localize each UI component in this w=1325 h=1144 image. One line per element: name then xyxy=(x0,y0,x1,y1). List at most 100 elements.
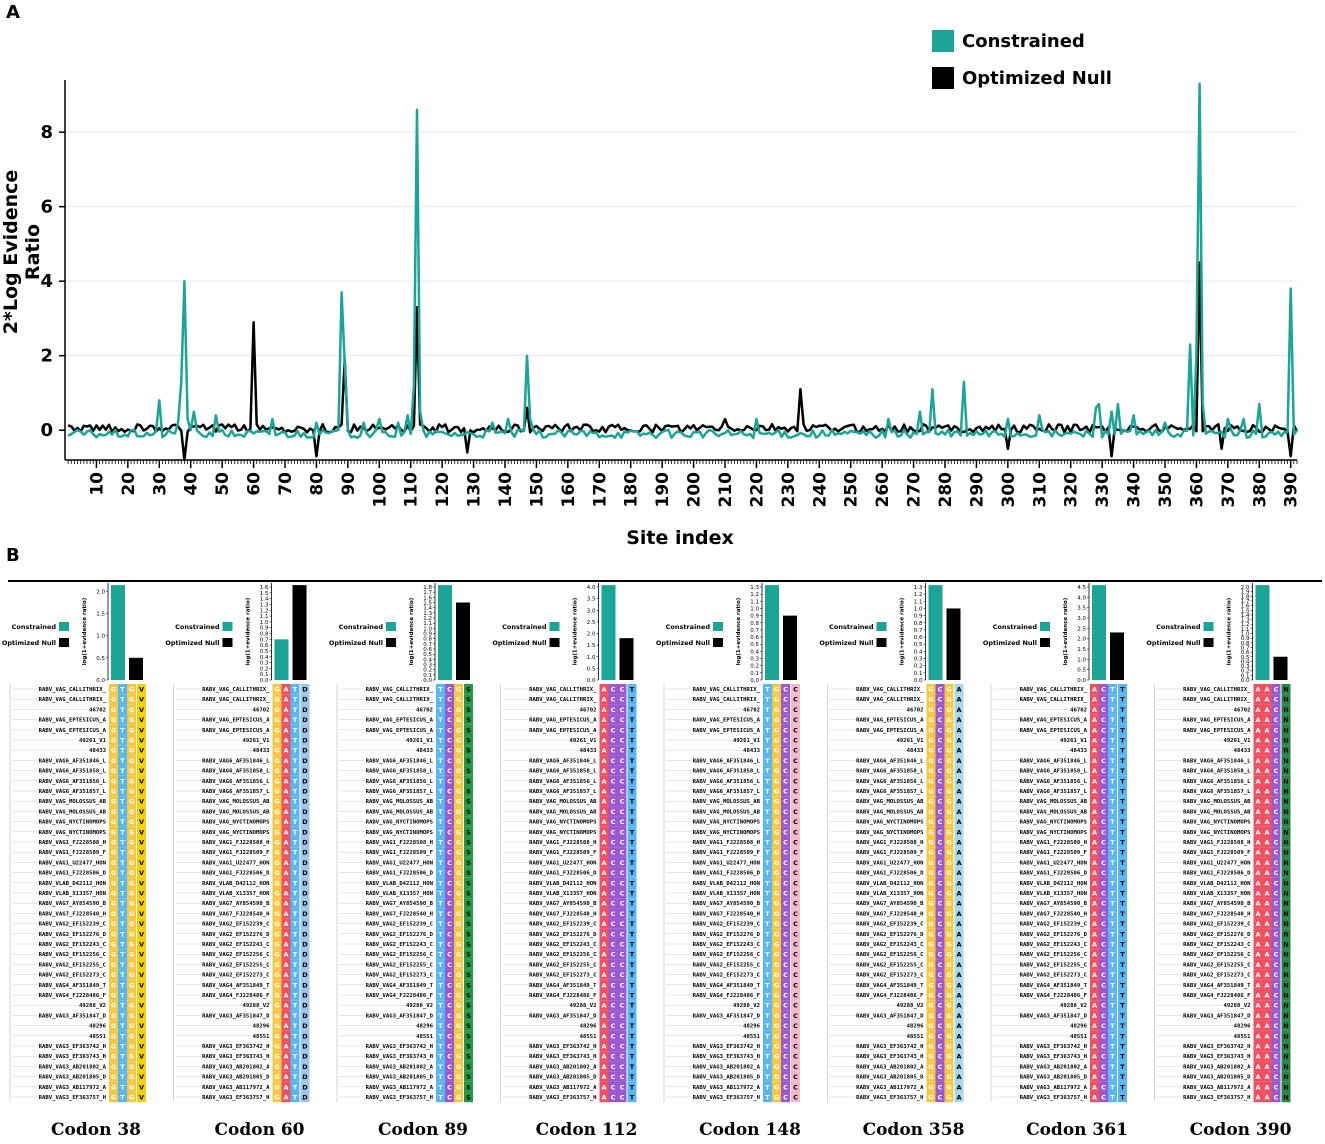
sequence-name: RABV_VAG6_AF351856_L xyxy=(1020,779,1088,785)
nucleotide-letter: T xyxy=(438,961,443,969)
nucleotide-cell xyxy=(1271,694,1281,705)
sequence-name: 48433 xyxy=(416,748,433,754)
nucleotide-letter: A xyxy=(601,1012,606,1020)
amino-acid-cell xyxy=(791,765,800,776)
amino-acid-cell xyxy=(137,918,146,929)
nucleotide-cell xyxy=(608,735,618,746)
nucleotide-letter: C xyxy=(447,726,452,734)
mini-legend-null-swatch xyxy=(59,638,69,647)
nucleotide-letter: C xyxy=(611,686,616,694)
nucleotide-letter: A xyxy=(283,1032,288,1040)
nucleotide-cell xyxy=(1262,1092,1272,1103)
nucleotide-cell xyxy=(772,775,781,786)
amino-acid-letter: A xyxy=(956,686,961,694)
mini-tick-label: 0.2 xyxy=(260,666,269,672)
sequence-name: RABV_VAG_CALLITHRIX_ xyxy=(366,687,434,693)
nucleotide-letter: A xyxy=(1255,757,1260,765)
nucleotide-cell xyxy=(617,939,627,950)
x-tick-label: 280 xyxy=(936,472,956,508)
amino-acid-cell xyxy=(464,735,473,746)
nucleotide-letter: C xyxy=(783,910,788,918)
nucleotide-cell xyxy=(1090,857,1099,868)
nucleotide-letter: G xyxy=(111,1053,116,1061)
nucleotide-letter: G xyxy=(928,920,933,928)
amino-acid-cell xyxy=(627,724,637,735)
amino-acid-letter: D xyxy=(302,737,308,745)
mini-legend-constrained: Constrained xyxy=(1156,623,1201,631)
amino-acid-cell xyxy=(954,1051,964,1062)
nucleotide-cell xyxy=(781,877,790,888)
mini-legend-constrained: Constrained xyxy=(175,623,220,631)
amino-acid-letter: T xyxy=(630,930,635,938)
amino-acid-letter: C xyxy=(793,828,798,836)
nucleotide-cell xyxy=(445,918,454,929)
nucleotide-letter: C xyxy=(1274,981,1279,989)
amino-acid-cell xyxy=(627,1071,637,1082)
nucleotide-letter: G xyxy=(129,818,134,826)
amino-acid-letter: D xyxy=(302,767,308,775)
nucleotide-letter: C xyxy=(938,961,943,969)
nucleotide-cell xyxy=(772,908,781,919)
amino-acid-letter: T xyxy=(630,686,635,694)
nucleotide-letter: A xyxy=(1264,1063,1269,1071)
nucleotide-letter: T xyxy=(1110,696,1115,704)
nucleotide-letter: C xyxy=(783,981,788,989)
nucleotide-cell xyxy=(763,918,772,929)
sequence-name: RABV_VAG4_AF351849_T xyxy=(693,983,761,989)
amino-acid-letter: S xyxy=(466,859,471,867)
sequence-name: RABV_VAG3_AF351847_D xyxy=(1020,1013,1088,1019)
nucleotide-cell xyxy=(1253,765,1263,776)
amino-acid-letter: C xyxy=(793,1012,798,1020)
sequence-name: RABV_VAG_CALLITHRIX_ xyxy=(39,687,107,693)
nucleotide-letter: G xyxy=(456,1022,461,1030)
amino-acid-cell xyxy=(627,908,637,919)
nucleotide-cell xyxy=(1099,1010,1108,1021)
nucleotide-cell xyxy=(454,724,463,735)
sequence-name: RABV_VAG6_AF351858_L xyxy=(1183,769,1251,775)
sequence-name: 49261_V1 xyxy=(733,738,761,744)
nucleotide-cell xyxy=(763,786,772,797)
sequence-name: RABV_VAG4_AF351849_T xyxy=(856,983,924,989)
nucleotide-letter: G xyxy=(456,1012,461,1020)
nucleotide-letter: A xyxy=(1255,818,1260,826)
nucleotide-letter: A xyxy=(1264,696,1269,704)
nucleotide-letter: C xyxy=(938,941,943,949)
nucleotide-letter: C xyxy=(1274,798,1279,806)
nucleotide-letter: T xyxy=(293,992,298,1000)
nucleotide-cell xyxy=(290,1000,300,1011)
nucleotide-cell xyxy=(944,1081,954,1092)
nucleotide-letter: T xyxy=(765,951,770,959)
nucleotide-cell xyxy=(1262,1010,1272,1021)
mini-legend-constrained-swatch xyxy=(1040,622,1050,631)
nucleotide-cell xyxy=(290,765,300,776)
nucleotide-cell xyxy=(436,796,445,807)
nucleotide-cell xyxy=(454,1061,463,1072)
amino-acid-letter: D xyxy=(302,696,308,704)
amino-acid-letter: D xyxy=(302,798,308,806)
nucleotide-letter: A xyxy=(1092,961,1097,969)
amino-acid-cell xyxy=(1118,684,1127,695)
nucleotide-cell xyxy=(1090,979,1099,990)
amino-acid-cell xyxy=(300,1061,310,1072)
nucleotide-letter: A xyxy=(283,696,288,704)
nucleotide-cell xyxy=(944,806,954,817)
nucleotide-letter: A xyxy=(1264,981,1269,989)
nucleotide-cell xyxy=(1108,1092,1117,1103)
sequence-name: RABV_VAG_EPTESICUS_A xyxy=(1183,728,1251,734)
nucleotide-cell xyxy=(1253,979,1263,990)
amino-acid-cell xyxy=(627,704,637,715)
nucleotide-cell xyxy=(935,877,945,888)
codon-label: Codon 38 xyxy=(50,1120,142,1140)
nucleotide-cell xyxy=(608,1010,618,1021)
nucleotide-cell xyxy=(109,990,118,1001)
nucleotide-letter: C xyxy=(611,1002,616,1010)
amino-acid-letter: S xyxy=(466,737,471,745)
sequence-name: 48433 xyxy=(907,748,924,754)
nucleotide-letter: T xyxy=(1110,971,1115,979)
amino-acid-letter: T xyxy=(1120,757,1125,765)
nucleotide-cell xyxy=(272,969,282,980)
mini-tick-label: 0.7 xyxy=(750,628,759,634)
nucleotide-cell xyxy=(944,1020,954,1031)
amino-acid-cell xyxy=(1118,1010,1127,1021)
nucleotide-cell xyxy=(445,806,454,817)
